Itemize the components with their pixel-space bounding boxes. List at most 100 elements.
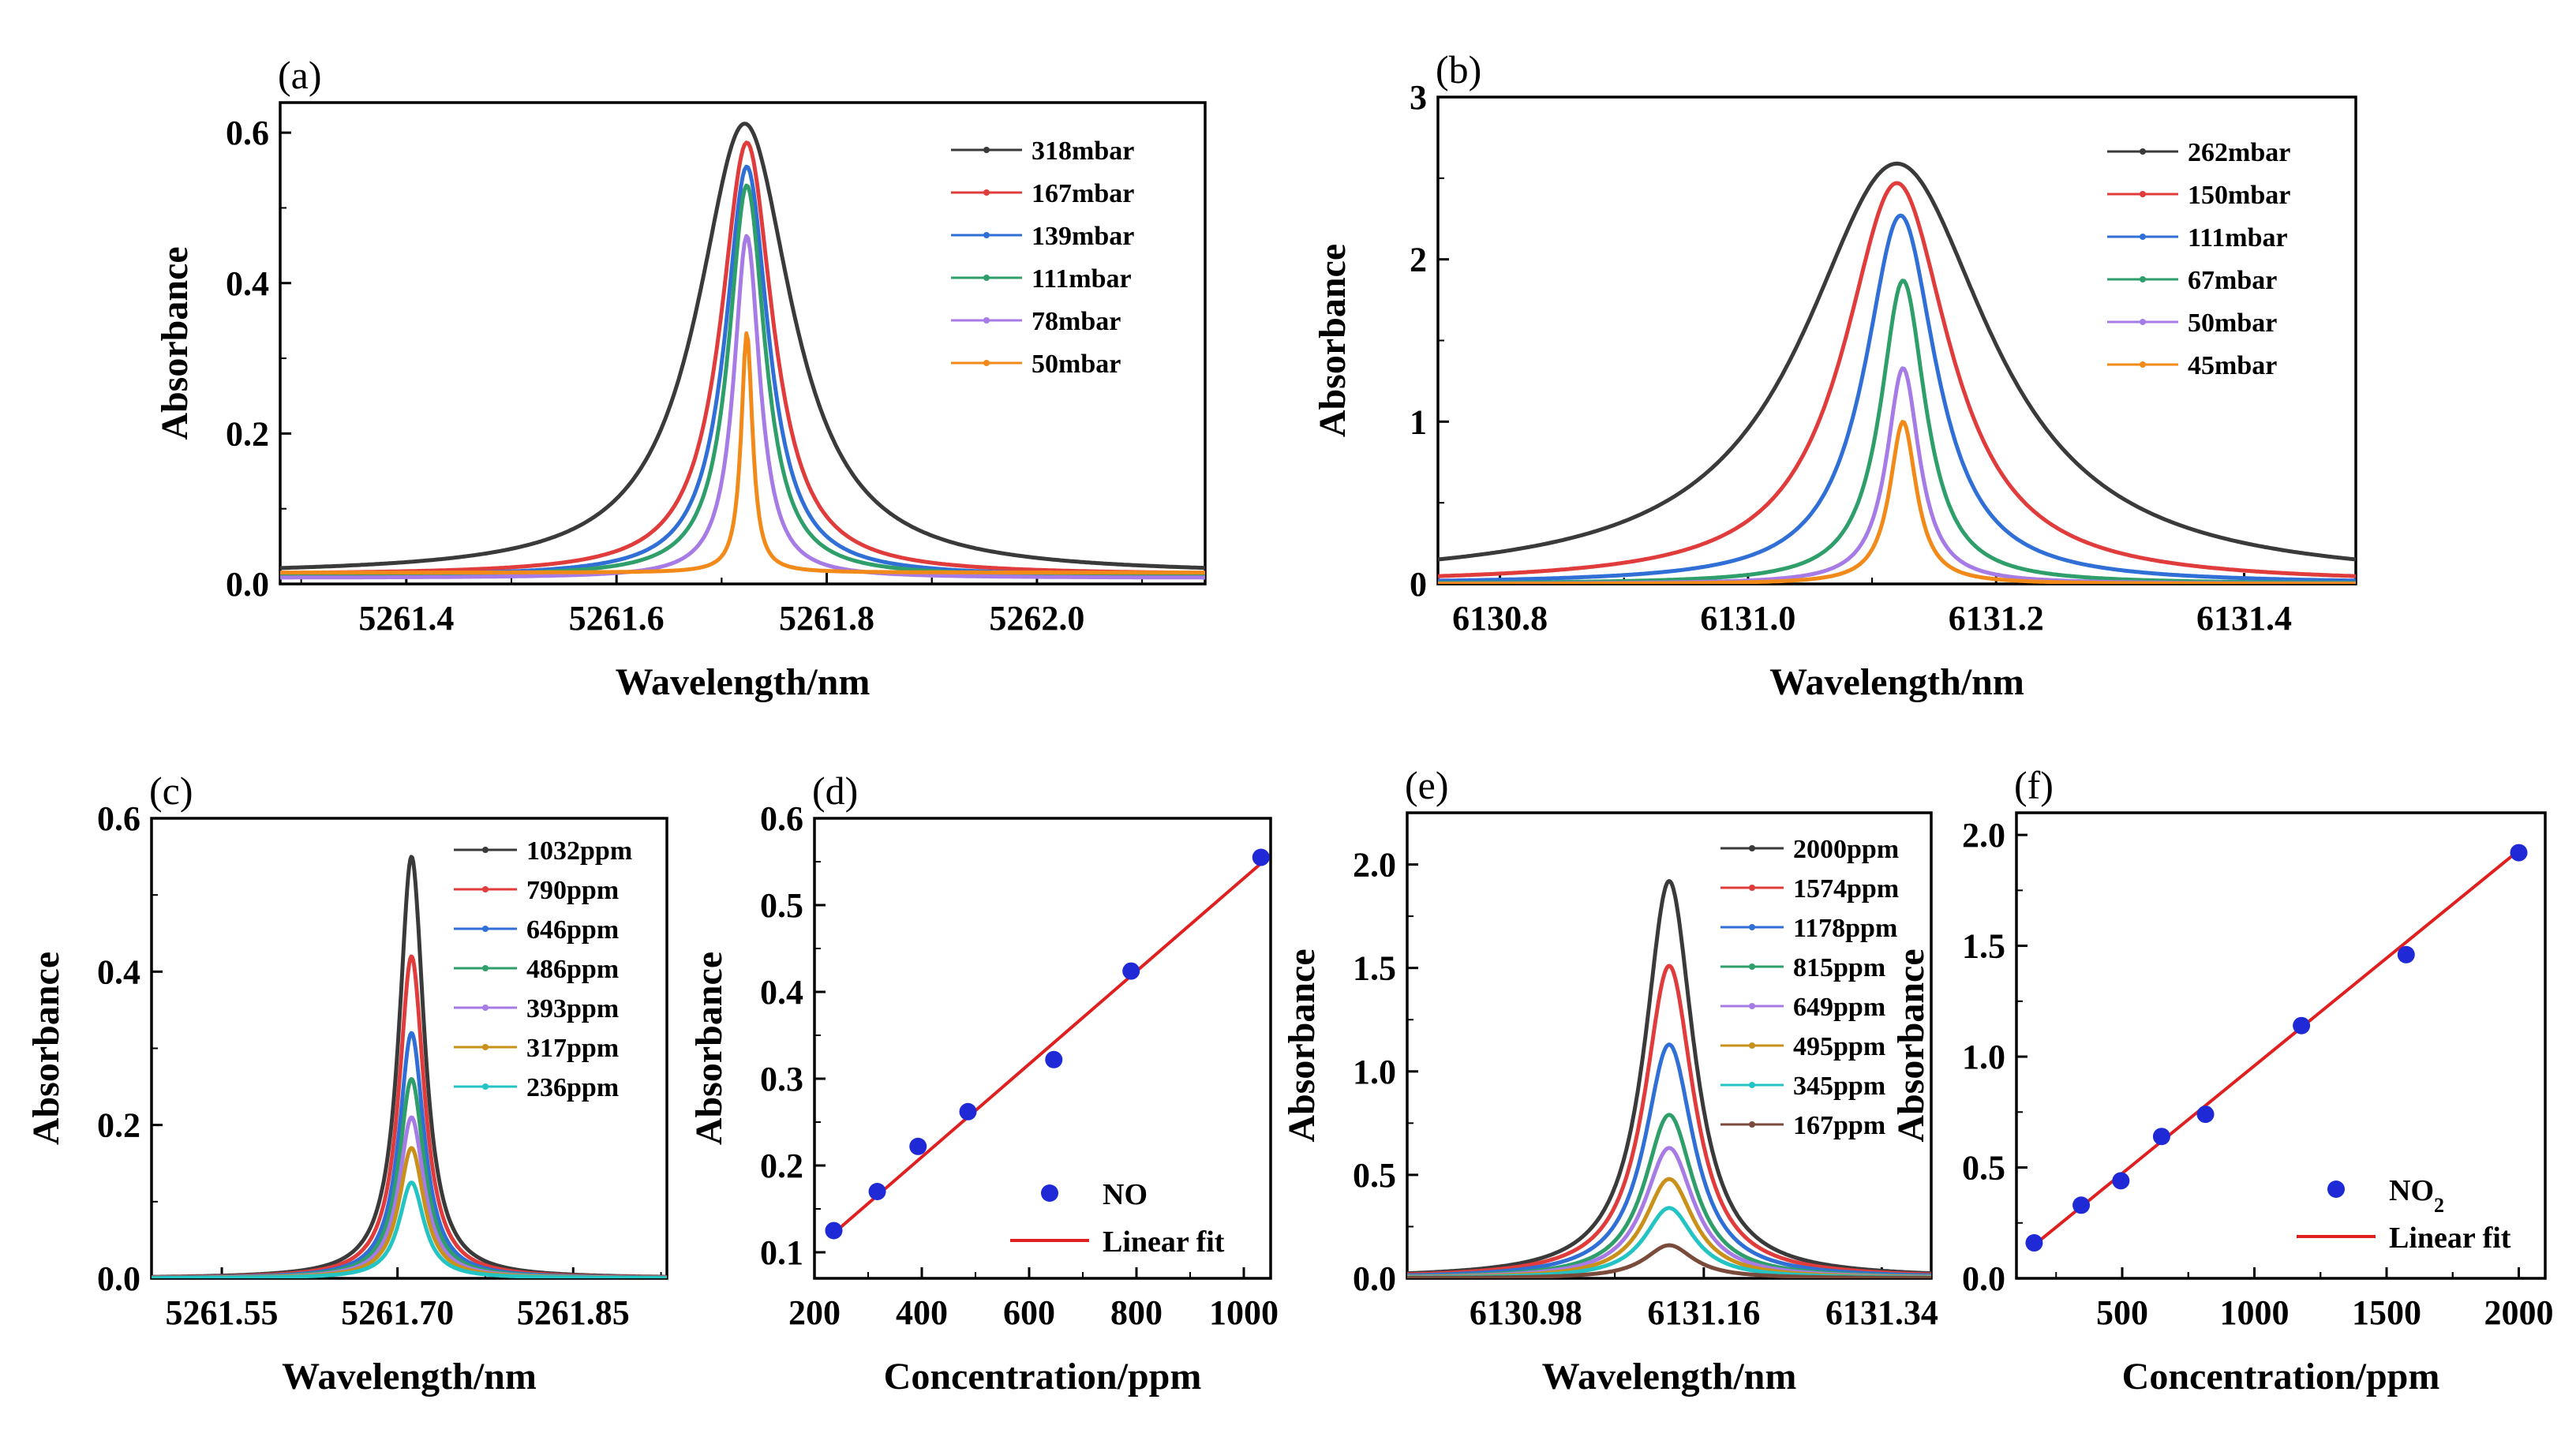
y-tick-label-f: 1.0 [1962,1038,2005,1076]
plot-frame-e [1406,811,1933,1280]
legend-marker-a [983,232,990,238]
x-axis-title-e: Wavelength/nm [1542,1356,1797,1397]
panel-label-f: (f) [2014,763,2054,807]
y-tick-label-c: 0.2 [97,1106,140,1145]
series-line-c-486ppm [152,1077,667,1278]
series-line-c-236ppm [152,1180,667,1278]
legend-marker-b [2140,361,2146,368]
y-tick-label-b: 2 [1410,241,1427,279]
x-tick-label-d: 1000 [1209,1293,1279,1332]
data-point-f [2510,844,2528,862]
data-point-f [2025,1234,2043,1252]
series-line-a-167mbar [280,140,1205,575]
legend-label-e: 167ppm [1793,1111,1885,1140]
data-point-f [2112,1172,2130,1190]
x-tick-label-f: 1500 [2352,1293,2421,1332]
legend-label-e: 815ppm [1793,953,1885,982]
legend-marker-c [482,1005,489,1011]
y-tick-label-f: 1.5 [1962,927,2005,966]
data-point-d [1252,848,1270,866]
legend-marker-e [1749,1042,1755,1049]
x-tick-label-f: 1000 [2220,1293,2290,1332]
legend-marker-e [1749,1082,1755,1088]
legend-fit-label-d: Linear fit [1103,1225,1225,1259]
legend-label-a: 78mbar [1032,307,1121,336]
series-line-b-111mbar [1438,213,2356,583]
legend-marker-e [1749,1121,1755,1128]
data-point-f [2196,1106,2215,1124]
panel-label-c: (c) [149,769,193,813]
y-tick-label-d: 0.2 [760,1147,803,1185]
series-line-e-649ppm [1407,1146,1931,1278]
legend-marker-a [983,147,990,153]
y-tick-label-e: 2.0 [1353,846,1396,885]
plot-frame-d [813,817,1272,1280]
fit-line-d [833,862,1263,1235]
series-line-e-495ppm [1407,1177,1931,1278]
legend-label-a: 111mbar [1032,264,1132,294]
legend-label-a: 139mbar [1032,222,1134,251]
y-tick-label-d: 0.5 [760,886,803,925]
plot-frame-f [2015,811,2547,1280]
series-line-c-317ppm [152,1146,667,1278]
legend-label-a: 50mbar [1032,350,1121,379]
legend-label-b: 50mbar [2188,309,2277,338]
x-tick-label-f: 2000 [2484,1293,2554,1332]
legend-marker-b [2140,148,2146,155]
x-axis-title-c: Wavelength/nm [282,1356,537,1397]
series-line-a-78mbar [280,234,1205,580]
series-line-b-262mbar [1438,161,2356,562]
y-tick-label-e: 1.0 [1353,1053,1396,1091]
y-tick-label-a: 0.2 [226,414,269,453]
y-tick-label-e: 0.0 [1353,1259,1396,1298]
series-line-e-1574ppm [1407,963,1931,1277]
legend-marker-b [2140,191,2146,197]
x-tick-label-c: 5261.70 [341,1293,454,1332]
series-line-b-45mbar [1438,420,2356,584]
data-point-f [2152,1128,2170,1146]
chart-panel-c: 5261.55 5261.70 5261.85 0.0 0.2 0.4 0.6 Wavelen… [25,769,668,1397]
x-tick-label-f: 500 [2096,1293,2148,1332]
y-axis-title-c: Absorbance [25,952,67,1145]
legend-label-b: 67mbar [2188,266,2277,295]
data-point-d [868,1183,886,1200]
panel-label-b: (b) [1436,47,1481,92]
y-tick-label-f: 0.0 [1962,1259,2005,1298]
legend-label-c: 236ppm [526,1073,619,1102]
data-point-d [825,1222,843,1240]
legend-marker-e [1749,845,1755,851]
x-tick-label-d: 800 [1110,1293,1163,1332]
x-tick-label-e: 6130.98 [1470,1293,1582,1332]
legend-marker-c [482,886,489,892]
legend-label-c: 317ppm [526,1034,619,1063]
x-tick-label-d: 600 [1003,1293,1055,1332]
x-tick-label-b: 6131.0 [1700,599,1795,638]
panel-label-d: (d) [812,769,858,813]
legend-marker-b [2140,319,2146,325]
y-tick-label-a: 0.4 [226,264,269,303]
panel-label-a: (a) [278,53,322,97]
x-tick-label-a: 5261.8 [779,599,874,638]
y-axis-title-d: Absorbance [688,952,730,1145]
chart-panel-a: 5261.4 5261.6 5261.8 5262.0 0.0 0.2 0.4 0.6 Wave… [154,53,1207,703]
y-tick-label-c: 0.4 [97,952,140,991]
x-tick-label-c: 5261.55 [166,1293,279,1332]
data-point-f [2293,1016,2311,1035]
x-axis-title-d: Concentration/ppm [884,1356,1202,1397]
legend-label-b: 45mbar [2188,351,2277,380]
panel-label-e: (e) [1405,763,1449,807]
legend-marker-e [1749,885,1755,891]
legend-label-a: 318mbar [1032,137,1134,166]
legend-marker-e [1749,924,1755,930]
legend-label-c: 486ppm [526,955,619,984]
legend-label-e: 649ppm [1793,993,1885,1022]
y-axis-title-a: Absorbance [154,246,196,440]
y-tick-label-d: 0.4 [760,973,803,1012]
series-line-a-50mbar [280,331,1205,575]
legend-label-c: 393ppm [526,994,619,1023]
legend-marker-a [983,189,990,196]
data-point-f [2397,945,2415,963]
x-axis-title-a: Wavelength/nm [616,661,871,703]
chart-panel-e: 6130.98 6131.16 6131.34 0.0 0.5 1.0 1.5 2.0 Wave… [1281,763,1938,1397]
chart-panel-b: 6130.8 6131.0 6131.2 6131.4 0 1 2 3 Wavelength/n… [1312,47,2357,703]
